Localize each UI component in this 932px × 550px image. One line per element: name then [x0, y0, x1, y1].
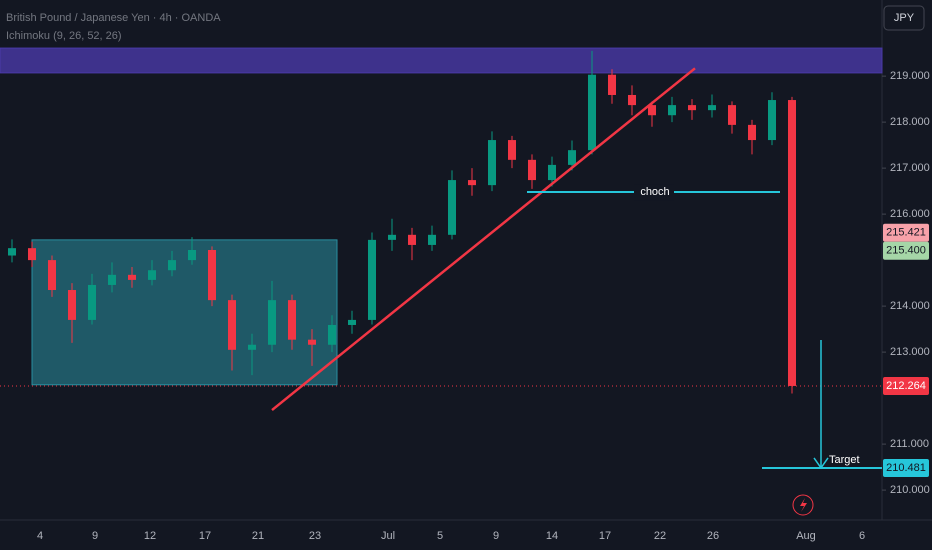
candle-body: [388, 234, 396, 240]
candle-body: [628, 94, 636, 106]
candle-body: [208, 249, 216, 301]
candle-body: [348, 319, 356, 325]
candle-body: [668, 105, 676, 116]
y-tick-label: 216.000: [890, 208, 930, 220]
y-tick-label: 219.000: [890, 70, 930, 82]
choch-label-bg: [634, 184, 674, 201]
candle-body: [48, 260, 56, 291]
trendline: [271, 67, 696, 412]
candle-body: [488, 140, 496, 186]
indicator-label: Ichimoku (9, 26, 52, 26): [6, 30, 122, 42]
x-tick-label: 5: [437, 530, 443, 542]
x-tick-label: 4: [37, 530, 43, 542]
y-tick-label: 211.000: [890, 438, 929, 450]
candle-body: [288, 300, 296, 340]
candle-body: [788, 100, 796, 386]
choch-label: choch: [640, 186, 669, 198]
price-badge-label: 215.421: [886, 227, 926, 239]
candle-body: [408, 234, 416, 245]
x-tick-label: 12: [144, 530, 156, 542]
x-tick-label: Jul: [381, 530, 395, 542]
candle-body: [608, 74, 616, 95]
y-tick-label: 210.000: [890, 484, 930, 496]
x-tick-label: 17: [599, 530, 611, 542]
price-badge-label: 210.481: [886, 462, 926, 474]
candle-body: [548, 164, 556, 181]
x-tick-label: 17: [199, 530, 211, 542]
candle-body: [768, 100, 776, 141]
candle-body: [428, 234, 436, 245]
candle-body: [328, 324, 336, 345]
candle-body: [368, 239, 376, 320]
candle-body: [448, 180, 456, 235]
x-tick-label: 22: [654, 530, 666, 542]
target-arrow-head: [813, 457, 829, 470]
zone: [0, 47, 883, 74]
event-icon[interactable]: [792, 494, 814, 516]
candle-body: [748, 124, 756, 141]
target-label: Target: [829, 454, 860, 466]
candle-body: [228, 300, 236, 350]
zone: [31, 239, 338, 386]
candle-body: [108, 274, 116, 285]
y-tick-label: 213.000: [890, 346, 930, 358]
candle-body: [568, 150, 576, 165]
candle-body: [308, 339, 316, 345]
x-tick-label: 9: [92, 530, 98, 542]
chart-title: British Pound / Japanese Yen · 4h · OAND…: [6, 12, 221, 24]
candle-body: [28, 248, 36, 261]
y-tick-label: 214.000: [890, 300, 930, 312]
candle-body: [168, 260, 176, 271]
candle-body: [508, 140, 516, 160]
price-badge: [883, 376, 929, 395]
y-tick-label: 218.000: [890, 116, 930, 128]
candle-body: [708, 105, 716, 111]
candle-body: [8, 248, 16, 256]
x-tick-label: Aug: [796, 530, 816, 542]
price-badge: [883, 223, 929, 242]
y-tick-label: 217.000: [890, 162, 930, 174]
plot: choch Target: [0, 47, 883, 470]
candle-body: [528, 159, 536, 181]
candle-body: [148, 270, 156, 280]
x-tick-label: 23: [309, 530, 321, 542]
price-badge: [883, 458, 929, 477]
candle-body: [88, 284, 96, 320]
x-tick-label: 9: [493, 530, 499, 542]
currency-label[interactable]: JPY: [894, 12, 915, 24]
candle-body: [248, 344, 256, 350]
price-badge-label: 215.400: [886, 245, 926, 257]
price-badge: [883, 241, 929, 260]
candle-body: [468, 180, 476, 186]
x-tick-label: 21: [252, 530, 264, 542]
currency-button[interactable]: [883, 5, 925, 31]
candle-body: [128, 274, 136, 280]
candle-body: [588, 74, 596, 151]
x-tick-label: 6: [859, 530, 865, 542]
x-tick-label: 26: [707, 530, 719, 542]
event-icon-bolt: [800, 498, 807, 512]
candle-body: [728, 105, 736, 125]
candle-body: [688, 105, 696, 111]
price-badge-label: 212.264: [886, 380, 926, 392]
candle-body: [648, 105, 656, 116]
candle-body: [188, 249, 196, 261]
candle-body: [268, 300, 276, 345]
candle-body: [68, 290, 76, 320]
x-tick-label: 14: [546, 530, 558, 542]
